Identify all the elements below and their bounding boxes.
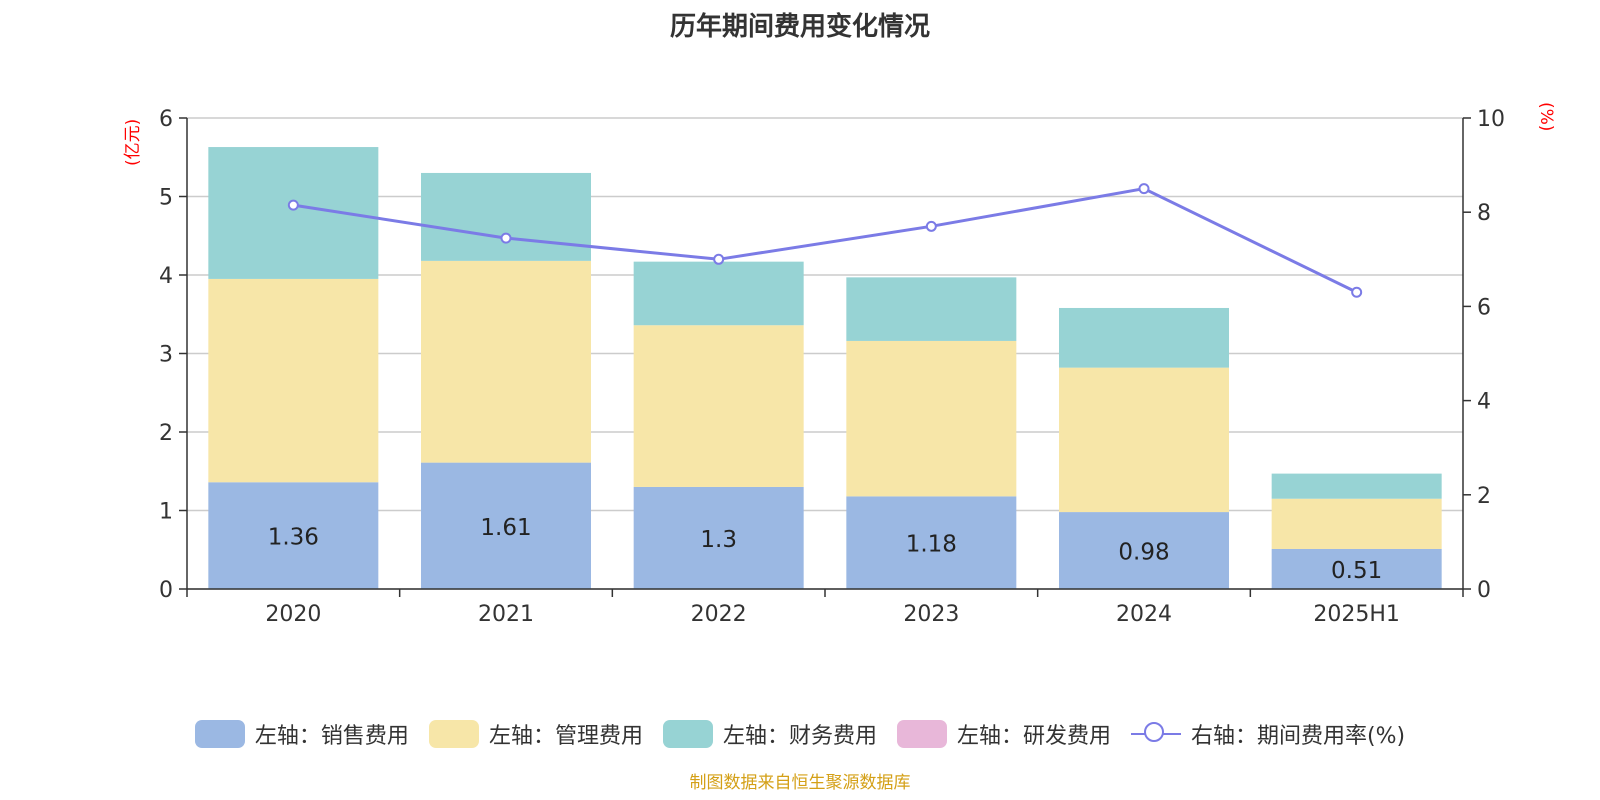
right-axis-tick-label: 0 (1477, 578, 1491, 603)
bar-data-label: 1.36 (268, 525, 319, 551)
chart-area: 0 1 2 3 4 5 6 0 2 4 6 8 10 1.36 1.61 1.3 1.18 0.98 0.51 202… (159, 107, 1505, 627)
legend-item[interactable]: 左轴：管理费用 (428, 718, 643, 750)
bar-segment (1059, 307, 1229, 368)
bar-segment (208, 482, 379, 589)
bar-data-label: 0.98 (1118, 540, 1169, 566)
legend-item[interactable]: 右轴：期间费用率(%) (1130, 718, 1406, 750)
bar-segment (421, 462, 591, 589)
bar-segment (846, 340, 1017, 497)
right-axis-tick-label: 10 (1477, 107, 1505, 132)
bar-data-label: 0.51 (1331, 558, 1382, 584)
legend-label: 左轴：财务费用 (722, 724, 877, 749)
bar-segment (633, 486, 804, 589)
left-axis-tick-label: 5 (159, 186, 173, 211)
x-axis-tick-label: 2023 (903, 602, 959, 627)
bar-segment (1059, 512, 1229, 589)
legend-item[interactable]: 左轴：销售费用 (194, 718, 409, 750)
x-axis-tick-label: 2022 (691, 602, 747, 627)
bar-data-label: 1.61 (480, 515, 531, 541)
legend-label: 左轴：管理费用 (488, 724, 643, 749)
left-axis-tick-label: 2 (159, 421, 173, 446)
rate-point (500, 232, 512, 244)
bar-segment (421, 172, 591, 261)
bar-segment (846, 496, 1017, 589)
bar-segment (421, 260, 591, 463)
legend-label: 右轴：期间费用率(%) (1190, 724, 1406, 749)
right-axis-tick-label: 2 (1477, 484, 1491, 509)
rate-point (287, 199, 299, 211)
rate-point (713, 253, 725, 265)
legend-swatch (662, 720, 713, 748)
rate-point (1138, 183, 1150, 195)
source-note: 制图数据来自恒生聚源数据库 (689, 773, 911, 793)
right-axis-tick-label: 8 (1477, 201, 1491, 226)
bar-segment (1059, 367, 1229, 513)
x-axis-tick-label: 2021 (478, 602, 534, 627)
bar-data-label: 1.18 (906, 532, 957, 558)
bar-data-label: 1.3 (700, 527, 737, 553)
legend-label: 左轴：销售费用 (254, 724, 409, 749)
rate-point (925, 220, 937, 232)
legend-swatch (194, 720, 245, 748)
bar-segment (633, 261, 804, 326)
bar-segment (1271, 548, 1442, 589)
x-axis-tick-label: 2024 (1116, 602, 1172, 627)
bar-segment (633, 325, 804, 487)
chart-title: 历年期间费用变化情况 (669, 12, 930, 42)
legend-item[interactable]: 左轴：财务费用 (662, 718, 877, 750)
bar-segment (846, 277, 1017, 341)
legend: 左轴：销售费用 左轴：管理费用 左轴：财务费用 左轴：研发费用 右轴：期间费用率(%) (0, 718, 1600, 750)
bar-segment (208, 278, 379, 483)
right-axis-tick-label: 4 (1477, 390, 1491, 415)
legend-label: 左轴：研发费用 (956, 724, 1111, 749)
bar-segment (1271, 498, 1442, 549)
legend-swatch (896, 720, 947, 748)
left-axis-tick-label: 0 (159, 578, 173, 603)
legend-line-marker-icon (1130, 720, 1181, 748)
bar-segment (1271, 473, 1442, 499)
left-axis-tick-label: 1 (159, 500, 173, 525)
left-axis-tick-label: 4 (159, 264, 173, 289)
left-axis-tick-label: 3 (159, 343, 173, 368)
rate-point (1351, 286, 1363, 298)
legend-swatch (428, 720, 479, 748)
right-axis-tick-label: 6 (1477, 295, 1491, 320)
rate-line (293, 187, 1358, 294)
left-axis-tick-label: 6 (159, 107, 173, 132)
legend-item[interactable]: 左轴：研发费用 (896, 718, 1111, 750)
x-axis-tick-label: 2020 (265, 602, 321, 627)
x-axis-tick-label: 2025H1 (1313, 602, 1400, 627)
